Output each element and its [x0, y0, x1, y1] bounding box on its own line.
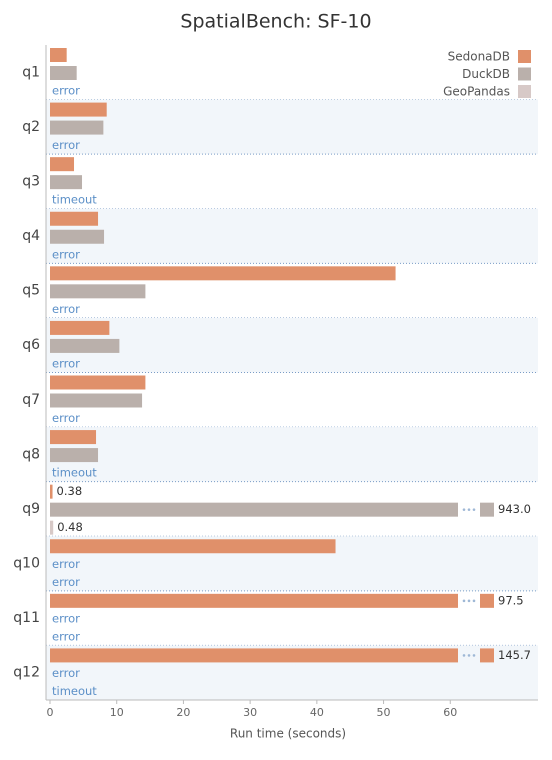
- bar: [50, 120, 104, 135]
- status-label: error: [52, 302, 80, 316]
- bar: [50, 211, 99, 226]
- bar: [50, 484, 53, 499]
- legend-swatch: [518, 85, 531, 98]
- row-band: [46, 208, 538, 264]
- bar: [50, 175, 83, 190]
- status-label: error: [52, 629, 80, 643]
- bar: [50, 229, 105, 244]
- x-tick-label: 10: [110, 706, 124, 719]
- bar: [50, 266, 396, 281]
- y-tick-label: q10: [13, 556, 40, 572]
- status-label: error: [52, 575, 80, 589]
- bar: [50, 338, 120, 353]
- bar: [50, 375, 146, 390]
- bar: [50, 648, 458, 663]
- bar: [50, 502, 458, 517]
- break-dot: [462, 654, 466, 657]
- legend-swatch: [518, 50, 531, 63]
- y-tick-label: q3: [22, 173, 40, 189]
- legend-label: GeoPandas: [443, 85, 510, 99]
- bar: [50, 48, 67, 62]
- x-axis-label: Run time (seconds): [230, 727, 346, 741]
- y-tick-label: q4: [22, 228, 40, 244]
- bar: [50, 102, 107, 117]
- y-tick-label: q2: [22, 119, 40, 135]
- bars: [50, 48, 494, 663]
- status-label: timeout: [52, 193, 97, 207]
- legend-swatch: [518, 67, 531, 81]
- row-band: [46, 427, 538, 482]
- y-tick-label: q7: [22, 392, 40, 408]
- x-tick-label: 20: [176, 706, 190, 719]
- break-dot: [467, 599, 471, 603]
- status-label: error: [52, 666, 80, 680]
- break-dot: [472, 654, 476, 657]
- status-label: error: [52, 84, 80, 98]
- legend-label: DuckDB: [462, 67, 510, 81]
- bar: [50, 320, 110, 335]
- value-label: 97.5: [498, 593, 524, 607]
- status-label: error: [52, 247, 80, 261]
- bar: [50, 539, 336, 554]
- x-tick-label: 30: [243, 706, 257, 719]
- x-tick-label: 50: [377, 706, 391, 719]
- break-swatch: [480, 502, 494, 517]
- bar: [50, 520, 54, 535]
- bar: [50, 66, 77, 80]
- status-label: error: [52, 138, 80, 152]
- value-label: 0.48: [57, 520, 83, 534]
- status-label: error: [52, 557, 80, 571]
- status-label: error: [52, 356, 80, 370]
- bar: [50, 448, 99, 463]
- legend-label: SedonaDB: [448, 50, 510, 64]
- x-tick-label: 40: [310, 706, 324, 719]
- chart-title: SpatialBench: SF-10: [180, 11, 371, 33]
- break-swatch: [480, 593, 494, 608]
- bar: [50, 157, 75, 172]
- value-label: 943.0: [498, 502, 531, 516]
- bar: [50, 593, 458, 608]
- bar: [50, 393, 143, 408]
- break-dot: [472, 599, 476, 603]
- y-tick-label: q8: [22, 446, 40, 462]
- y-tick-label: q12: [13, 665, 40, 681]
- value-label: 145.7: [498, 648, 531, 662]
- break-swatch: [480, 648, 494, 663]
- row-band: [46, 99, 538, 155]
- x-tick-label: 0: [47, 706, 54, 719]
- row-backgrounds: [46, 99, 538, 701]
- break-dot: [467, 508, 471, 511]
- status-label: error: [52, 411, 80, 425]
- value-label: 0.38: [57, 484, 83, 498]
- bar: [50, 430, 97, 445]
- status-label: error: [52, 611, 80, 625]
- break-dot: [472, 508, 476, 511]
- x-tick-label: 60: [443, 706, 457, 719]
- y-tick-label: q6: [22, 337, 40, 353]
- y-tick-label: q5: [22, 283, 40, 299]
- y-tick-label: q9: [22, 501, 40, 517]
- status-label: timeout: [52, 466, 97, 480]
- break-dot: [462, 508, 466, 511]
- y-tick-label: q1: [22, 64, 40, 80]
- row-band: [46, 317, 538, 373]
- bar: [50, 284, 146, 299]
- status-label: timeout: [52, 684, 97, 698]
- break-dot: [462, 599, 466, 603]
- y-tick-label: q11: [13, 610, 40, 626]
- break-dot: [467, 654, 471, 657]
